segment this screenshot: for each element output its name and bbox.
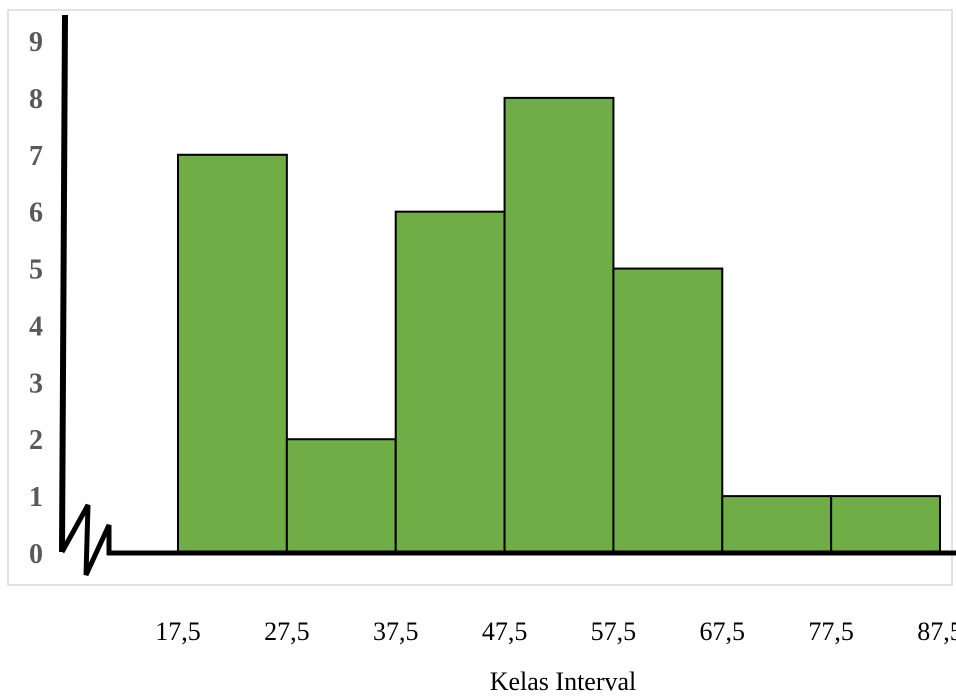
y-tick-label-3: 3 — [29, 368, 43, 399]
axis-break-mark — [59, 503, 112, 577]
y-tick-label-9: 9 — [29, 27, 43, 58]
y-tick-label-5: 5 — [29, 255, 43, 286]
bar-5 — [721, 495, 833, 555]
x-tick-label-4: 57,5 — [591, 617, 637, 646]
y-axis — [59, 14, 68, 553]
x-tick-label-6: 77,5 — [808, 617, 854, 646]
y-tick-label-0: 0 — [29, 539, 43, 570]
bars — [177, 96, 942, 555]
bar-4 — [612, 267, 724, 554]
bar-2 — [394, 210, 506, 555]
x-tick-label-0: 17,5 — [155, 617, 201, 646]
bar-1 — [285, 438, 397, 555]
y-tick-labels: 0 1 2 3 4 5 6 7 8 9 — [29, 27, 43, 570]
y-tick-label-4: 4 — [29, 311, 43, 342]
y-tick-label-2: 2 — [29, 425, 43, 456]
y-tick-label-7: 7 — [29, 141, 43, 172]
x-tick-label-3: 47,5 — [482, 617, 528, 646]
bar-3 — [503, 96, 615, 554]
bar-0 — [177, 153, 288, 554]
bar-6 — [830, 495, 942, 555]
x-tick-label-1: 27,5 — [264, 617, 310, 646]
x-axis-label: Kelas Interval — [490, 667, 637, 696]
x-tick-label-7: 87,5 — [917, 617, 956, 646]
x-tick-label-2: 37,5 — [373, 617, 419, 646]
y-tick-label-8: 8 — [29, 84, 43, 115]
y-tick-label-6: 6 — [29, 198, 43, 229]
x-tick-labels: 17,5 27,5 37,5 47,5 57,5 67,5 77,5 87,5 — [155, 617, 956, 646]
y-tick-label-1: 1 — [29, 482, 43, 513]
x-tick-label-5: 67,5 — [700, 617, 746, 646]
